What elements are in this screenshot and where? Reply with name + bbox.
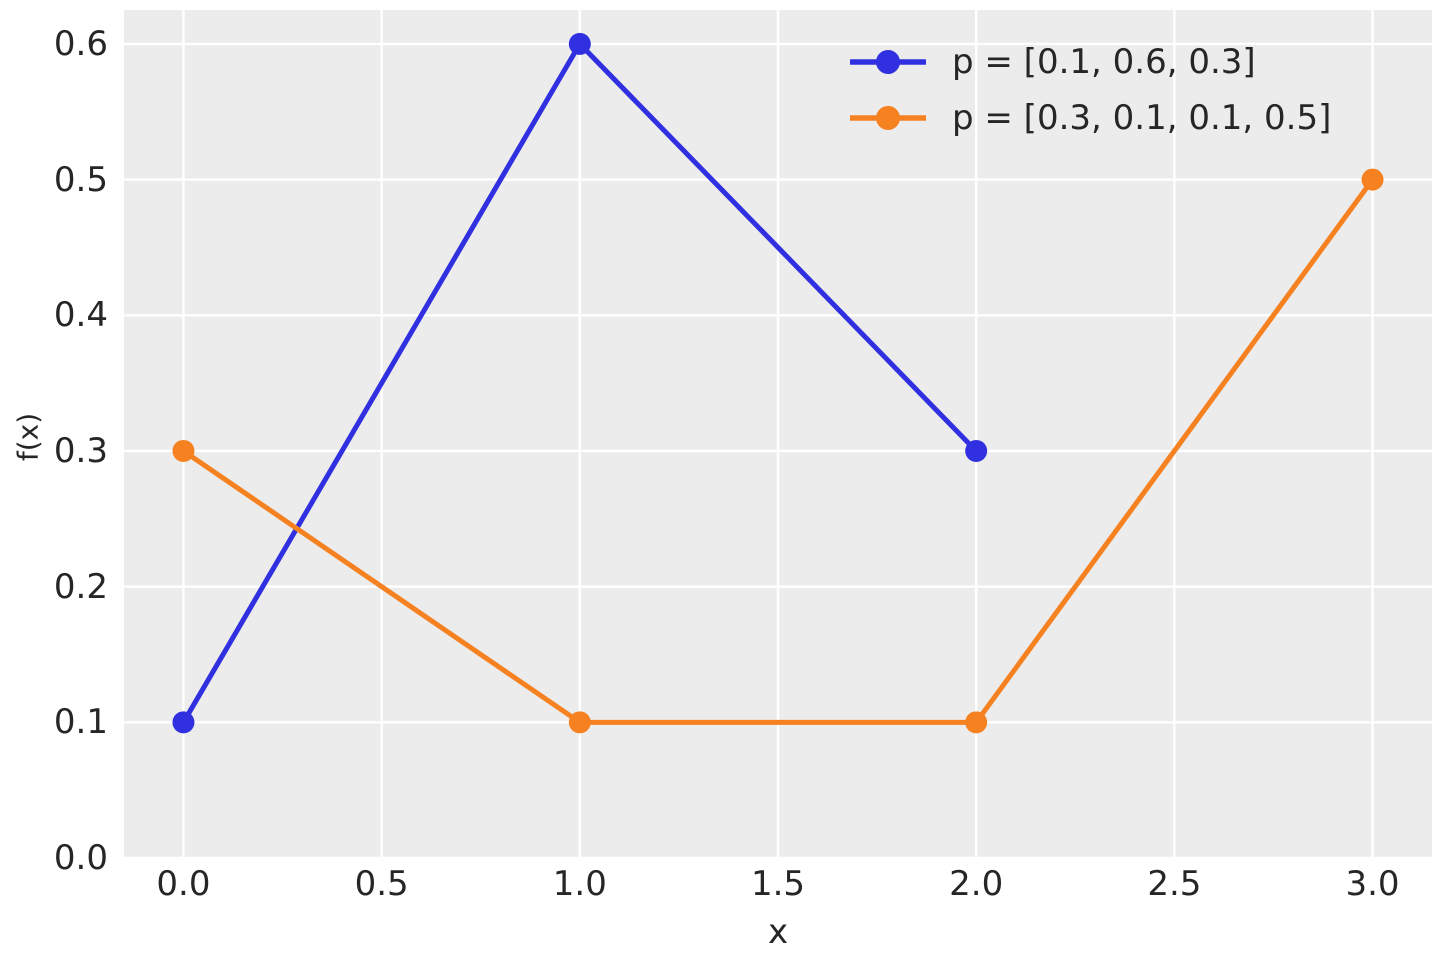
series-line-1 (182, 178, 1375, 725)
y-tick-label: 0.2 (53, 566, 108, 607)
y-tick-label: 0.5 (53, 159, 108, 200)
legend-line-marker-icon (850, 106, 926, 130)
y-tick-label: 0.1 (53, 702, 108, 743)
x-tick-label: 0.5 (354, 864, 409, 904)
data-point-series-1 (1361, 168, 1384, 191)
data-point-series-1 (568, 711, 591, 734)
x-tick-label: 1.5 (750, 864, 806, 904)
x-tick-label: 2.5 (1147, 864, 1202, 904)
x-tick-label: 3.0 (1345, 864, 1400, 904)
legend-label: p = [0.1, 0.6, 0.3] (952, 42, 1256, 82)
y-tick-label: 0.0 (53, 838, 108, 878)
legend: p = [0.1, 0.6, 0.3] p = [0.3, 0.1, 0.1, 0… (848, 34, 1331, 146)
legend-entry: p = [0.3, 0.1, 0.1, 0.5] (848, 90, 1331, 146)
data-point-series-1 (172, 439, 195, 462)
x-tick-label: 1.0 (552, 864, 607, 904)
data-point-series-1 (965, 711, 988, 734)
legend-label: p = [0.3, 0.1, 0.1, 0.5] (952, 98, 1332, 138)
data-point-series-0 (965, 439, 988, 462)
legend-line-marker-icon (850, 50, 926, 74)
data-point-series-0 (568, 32, 591, 55)
y-tick-label: 0.3 (53, 430, 108, 471)
y-tick-label: 0.4 (53, 295, 108, 336)
y-axis-label: f(x) (11, 412, 45, 462)
y-tick-label: 0.6 (53, 23, 108, 64)
x-tick-label: 2.0 (949, 864, 1004, 904)
legend-entry: p = [0.1, 0.6, 0.3] (848, 34, 1331, 90)
x-axis-label: x (767, 912, 789, 952)
data-point-series-0 (172, 711, 195, 734)
x-tick-label: 0.0 (156, 864, 211, 904)
